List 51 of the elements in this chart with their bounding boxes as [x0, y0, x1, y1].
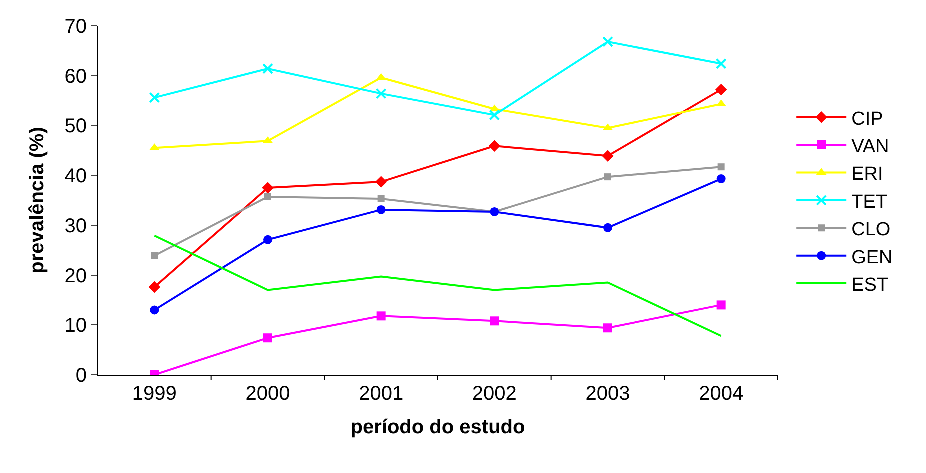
line-series — [154, 234, 722, 338]
point — [604, 174, 612, 181]
legend-label: TET — [852, 192, 888, 213]
legend-label: GEN — [852, 247, 893, 268]
point — [150, 306, 160, 315]
y-axis-title: prevalência (%) — [26, 127, 48, 274]
point — [716, 174, 726, 184]
point — [262, 63, 274, 74]
y-tick-label: 0 — [76, 365, 87, 387]
point — [378, 196, 385, 202]
x-tick-label: 1999 — [132, 383, 177, 405]
x-axis-title: período do estudo — [350, 416, 526, 438]
y-tick-label: 30 — [64, 215, 87, 238]
point — [262, 182, 274, 194]
legend-label: ERI — [852, 164, 884, 186]
x-tick-label: 2004 — [699, 383, 744, 405]
point — [151, 252, 158, 260]
legend-label: CLO — [852, 220, 891, 241]
y-tick-label: 20 — [64, 265, 87, 288]
legend-label: VAN — [852, 136, 890, 158]
point — [376, 205, 386, 214]
x-tick-label: 2003 — [586, 383, 630, 405]
x-tick-label: 2000 — [246, 383, 290, 405]
point — [604, 324, 612, 333]
point — [715, 84, 728, 96]
point — [489, 110, 500, 121]
point — [376, 312, 386, 321]
point — [264, 235, 272, 244]
x-tick-label: 2001 — [359, 383, 404, 405]
point — [716, 58, 727, 70]
point — [490, 316, 500, 326]
point — [149, 92, 160, 104]
x-tick-label: 2002 — [472, 383, 517, 405]
point — [488, 140, 501, 152]
legend-label: CIP — [852, 108, 884, 130]
point — [264, 194, 272, 201]
y-tick-label: 50 — [64, 116, 87, 138]
point — [602, 150, 614, 162]
point — [376, 88, 387, 100]
legend-label: EST — [852, 274, 889, 296]
point — [264, 334, 272, 343]
point — [602, 36, 614, 48]
y-tick-label: 10 — [64, 315, 87, 338]
y-tick-label: 70 — [64, 16, 87, 38]
y-tick-label: 60 — [64, 66, 87, 88]
point — [148, 281, 161, 294]
point — [604, 223, 612, 232]
point — [375, 176, 388, 188]
point — [716, 300, 726, 310]
point — [718, 164, 725, 171]
y-tick-label: 40 — [64, 166, 87, 188]
